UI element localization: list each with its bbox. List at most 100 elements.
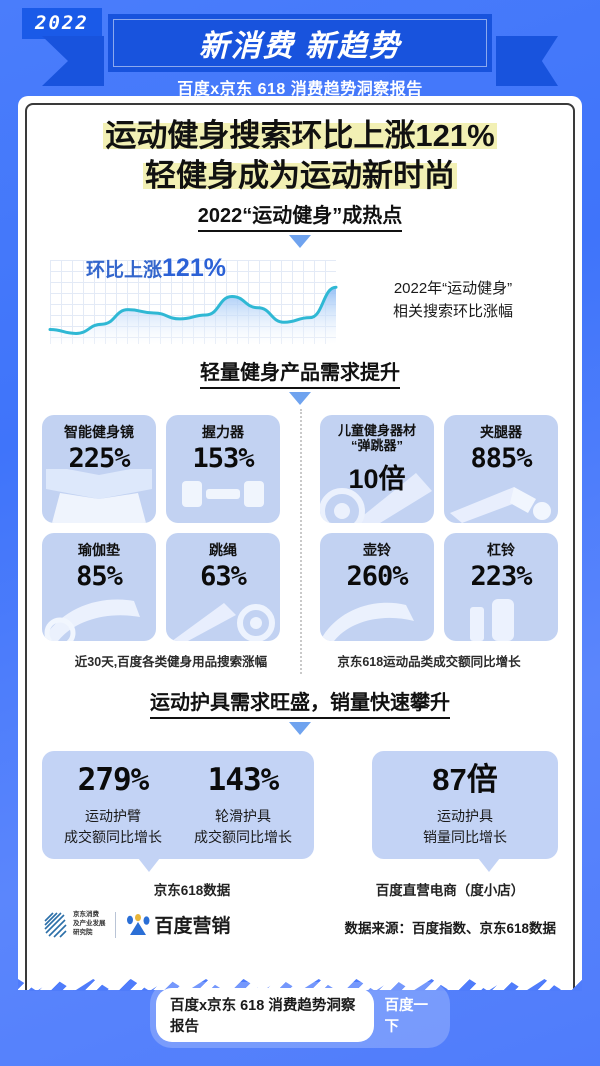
gear-stat-protective-gear: 87倍 运动护具 销量同比增长 [378, 763, 552, 847]
baidu-marketing-logo: 百度营销 [125, 911, 231, 938]
gear-value: 143% [207, 762, 280, 799]
product-captions: 近30天,百度各类健身用品搜索涨幅 京东618运动品类成交额同比增长 [42, 651, 558, 670]
product-value: 153% [192, 443, 254, 475]
page-headline-line1: 运动健身搜索环比上涨121% [42, 116, 558, 156]
jump-rope-icon [172, 603, 275, 642]
ribbon-title: 新消费 新趋势 [198, 30, 402, 63]
product-name: 握力器 [202, 424, 244, 441]
fitness-mirror-icon [46, 469, 152, 524]
section3-heading-wrap: 运动护具需求旺盛，销量快速攀升 [42, 682, 558, 720]
product-value: 260% [346, 561, 408, 593]
footer-divider [114, 911, 116, 938]
product-name: 智能健身镜 [64, 424, 134, 441]
section1-heading: 2022“运动健身”成热点 [197, 204, 403, 233]
product-card-jump-rope[interactable]: 跳绳 63% [166, 533, 280, 642]
gear-value: 279% [77, 762, 150, 799]
product-value: 225% [68, 443, 130, 475]
product-group-jd-1: 儿童健身器材 “弹跳器” 10倍 夹腿器 885% [320, 415, 558, 524]
jd-research-logo-text: 京东消费 及产业发展 研究院 [73, 911, 106, 937]
kids-bouncer-icon [320, 473, 432, 524]
chart-note-line2: 相关搜索环比涨幅 [392, 303, 513, 321]
gear-label-line2: 成交额同比增长 [194, 828, 292, 845]
product-group-baidu-2: 瑜伽垫 85% 跳绳 63% [42, 533, 280, 642]
barbell-icon [470, 599, 514, 642]
header-ribbon: 新消费 新趋势 百度x京东 618 消费趋势洞察报告 [42, 14, 558, 98]
caption-baidu: 近30天,百度各类健身用品搜索涨幅 [74, 655, 268, 670]
ribbon-flag-left-icon [42, 36, 104, 86]
chart-svg [48, 286, 338, 345]
gear-value: 87倍 [432, 762, 498, 798]
jd-logo-line1: 京东消费 [73, 911, 99, 919]
page-header: 2022 新消费 新趋势 百度x京东 618 消费趋势洞察报告 [0, 0, 600, 98]
kettlebell-icon [320, 603, 414, 642]
arrow-down-icon-2 [289, 392, 311, 406]
data-source-text: 数据来源：百度指数、京东618数据 [344, 921, 556, 937]
product-card-thigh-master[interactable]: 夹腿器 885% [444, 415, 558, 524]
gear-label: 运动护具 销量同比增长 [378, 806, 552, 847]
year-badge: 2022 [22, 8, 102, 39]
ribbon-inner-border [113, 19, 487, 67]
headline-text-1: 运动健身搜索环比上涨121% [103, 118, 497, 153]
gear-captions: 京东618数据 百度直营电商（度小店） [42, 879, 558, 899]
product-value: 885% [470, 443, 532, 475]
gear-label-line1: 轮滑护具 [215, 808, 271, 825]
product-value: 63% [200, 561, 247, 593]
jd-stripes-icon [44, 911, 67, 938]
product-card-row-1: 智能健身镜 225% 握力器 153% [42, 415, 558, 524]
jd-logo-line2: 及产业发展 [73, 920, 106, 928]
grip-strengthener-icon [182, 481, 264, 508]
product-name: 壶铃 [363, 542, 391, 559]
gear-label: 轮滑护具 成交额同比增长 [178, 806, 308, 847]
section2-heading: 轻量健身产品需求提升 [200, 361, 400, 390]
product-card-yoga-mat[interactable]: 瑜伽垫 85% [42, 533, 156, 642]
cards-vertical-divider [300, 409, 302, 675]
gear-stat-skate-guard: 143% 轮滑护具 成交额同比增长 [178, 763, 308, 847]
thigh-master-icon [450, 487, 551, 524]
chart-section: 环比上涨121% 2022年“运动健身” 相关搜索环比涨幅 [42, 252, 558, 348]
section1-heading-wrap: 2022“运动健身”成热点 [42, 195, 558, 233]
cta-baidu-search-link[interactable]: 百度一下 [384, 998, 428, 1035]
ribbon-subtitle: 百度x京东 618 消费趋势洞察报告 [177, 81, 423, 98]
yoga-mat-icon [42, 599, 140, 642]
product-card-fitness-mirror[interactable]: 智能健身镜 225% [42, 415, 156, 524]
product-group-jd-2: 壶铃 260% 杠铃 223% [320, 533, 558, 642]
section2-heading-wrap: 轻量健身产品需求提升 [42, 352, 558, 390]
gear-label-line1: 运动护具 [437, 808, 493, 825]
gear-stat-arm-guard: 279% 运动护臂 成交额同比增长 [48, 763, 178, 847]
gear-card-jd[interactable]: 279% 运动护臂 成交额同比增长 143% 轮滑护具 成交额同比增长 [42, 751, 314, 872]
product-card-kids-bouncer[interactable]: 儿童健身器材 “弹跳器” 10倍 [320, 415, 434, 524]
product-name: 跳绳 [209, 542, 237, 559]
product-card-kettlebell[interactable]: 壶铃 260% [320, 533, 434, 642]
gear-section: 运动护具需求旺盛，销量快速攀升 279% 运动护臂 成交额同比增长 143% [42, 682, 558, 899]
product-card-grip-strengthener[interactable]: 握力器 153% [166, 415, 280, 524]
product-value: 223% [470, 561, 532, 593]
ribbon-flag-right-icon [496, 36, 558, 86]
jd-research-logo: 京东消费 及产业发展 研究院 [42, 911, 106, 938]
chart-label-value: 121% [162, 254, 226, 283]
chart-note-line1: 2022年“运动健身” [393, 280, 513, 298]
product-name: 杠铃 [487, 542, 515, 559]
product-name-line1: 儿童健身器材 [337, 423, 416, 439]
bottom-cta-bar[interactable]: 百度x京东 618 消费趋势洞察报告 百度一下 [150, 982, 450, 1048]
product-name: 瑜伽垫 [78, 542, 120, 559]
gear-label: 运动护臂 成交额同比增长 [48, 806, 178, 847]
product-value: 10倍 [348, 464, 406, 495]
footer-logos: 京东消费 及产业发展 研究院 百度营销 [42, 907, 231, 938]
cta-report-pill[interactable]: 百度x京东 618 消费趋势洞察报告 [156, 988, 375, 1042]
product-value: 85% [76, 561, 123, 593]
baidu-marketing-text: 百度营销 [154, 916, 231, 938]
product-name-line2: “弹跳器” [350, 438, 403, 454]
arrow-down-icon-1 [289, 235, 311, 249]
product-card-barbell[interactable]: 杠铃 223% [444, 533, 558, 642]
arrow-down-icon-3 [289, 722, 311, 736]
gear-label-line2: 销量同比增长 [423, 828, 507, 845]
gear-cards: 279% 运动护臂 成交额同比增长 143% 轮滑护具 成交额同比增长 [42, 751, 558, 872]
product-cards-section: 智能健身镜 225% 握力器 153% [42, 409, 558, 675]
section3-heading: 运动护具需求旺盛，销量快速攀升 [150, 691, 450, 720]
gear-card-baidu[interactable]: 87倍 运动护具 销量同比增长 [372, 751, 558, 872]
data-source-block: 数据来源：百度指数、京东618数据 [231, 907, 558, 937]
content-sheet: 运动健身搜索环比上涨121% 轻健身成为运动新时尚 2022“运动健身”成热点 … [18, 96, 582, 991]
baidu-paw-icon [126, 913, 149, 935]
gear-label-line1: 运动护臂 [85, 808, 141, 825]
headline-text-2: 轻健身成为运动新时尚 [143, 157, 457, 193]
